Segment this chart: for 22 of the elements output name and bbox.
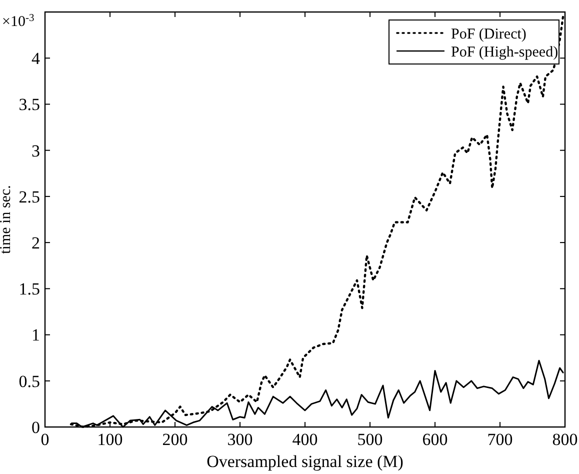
y-tick-label: 2 (32, 234, 40, 253)
x-tick-label: 500 (357, 430, 383, 449)
y-tick-label: 3.5 (18, 95, 40, 114)
x-tick-label: 600 (422, 430, 448, 449)
y-tick-label: 1 (32, 326, 40, 345)
y-tick-label: 2.5 (18, 187, 40, 206)
legend-label: PoF (High-speed) (451, 44, 558, 60)
x-axis-title: Oversampled signal size (M) (206, 452, 404, 471)
x-tick-label: 100 (97, 430, 123, 449)
y-tick-label: 1.5 (18, 280, 40, 299)
legend-label: PoF (Direct) (451, 26, 526, 42)
x-tick-label: 300 (227, 430, 253, 449)
text: ×10$^{-3}$ (2, 12, 34, 30)
y-tick-label: 0.5 (18, 372, 40, 391)
y-tick-label: 0 (32, 418, 40, 437)
x-tick-label: 800 (552, 430, 578, 449)
y-tick-label: 4 (32, 49, 40, 68)
y-axis-title: time in sec. (0, 185, 14, 254)
y-tick-label: 3 (32, 141, 40, 160)
x-tick-label: 200 (162, 430, 188, 449)
x-tick-label: 700 (487, 430, 513, 449)
x-tick-label: 400 (292, 430, 318, 449)
